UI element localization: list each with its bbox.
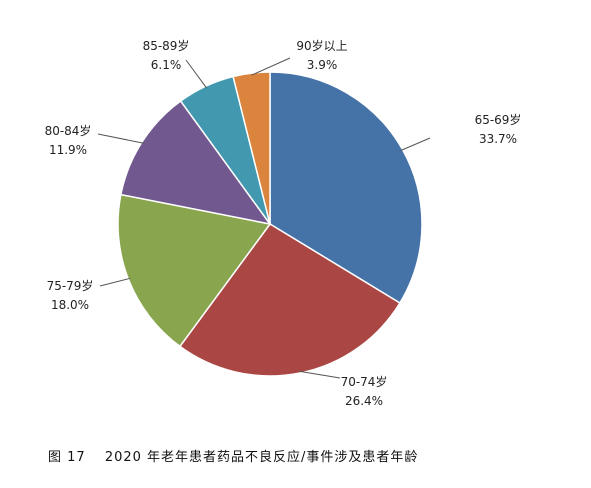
slice-category-label-5: 85-89岁 xyxy=(143,38,190,53)
slice-category-label-6: 90岁以上 xyxy=(296,38,347,53)
slice-category-label-4: 80-84岁 xyxy=(45,123,92,138)
figure-caption-text: 2020 年老年患者药品不良反应/事件涉及患者年龄 xyxy=(104,450,419,465)
leader-line-3 xyxy=(99,277,131,287)
slice-category-label-3: 75-79岁 xyxy=(47,278,94,293)
slice-percent-label-6: 3.9% xyxy=(307,58,338,72)
leader-line-2 xyxy=(298,370,341,379)
slice-percent-label-4: 11.9% xyxy=(49,143,87,157)
pie-chart: 65-69岁 33.7% 70-74岁 26.4% 75-79岁 18.0% 80-84岁 1… xyxy=(45,38,522,408)
slice-percent-label-5: 6.1% xyxy=(151,58,182,72)
pie-slice-4 xyxy=(119,99,272,226)
slice-category-label-1: 65-69岁 xyxy=(475,112,522,127)
pie-slice-6 xyxy=(232,71,271,225)
pie-slices xyxy=(117,71,423,377)
pie-labels: 65-69岁 33.7% 70-74岁 26.4% 75-79岁 18.0% 80-84岁 1… xyxy=(45,38,522,408)
slice-percent-label-2: 26.4% xyxy=(345,394,383,408)
slice-percent-label-3: 18.0% xyxy=(51,298,89,312)
leader-line-1 xyxy=(400,137,431,151)
figure-number: 图 17 xyxy=(48,450,86,465)
figure-caption: 图 17 2020 年老年患者药品不良反应/事件涉及患者年龄 xyxy=(48,446,432,465)
slice-percent-label-1: 33.7% xyxy=(479,132,517,146)
slice-category-label-2: 70-74岁 xyxy=(341,374,388,389)
pie-slice-2 xyxy=(178,223,401,377)
leader-line-5 xyxy=(185,59,208,89)
leader-line-6 xyxy=(251,57,291,76)
leader-line-4 xyxy=(97,133,144,144)
